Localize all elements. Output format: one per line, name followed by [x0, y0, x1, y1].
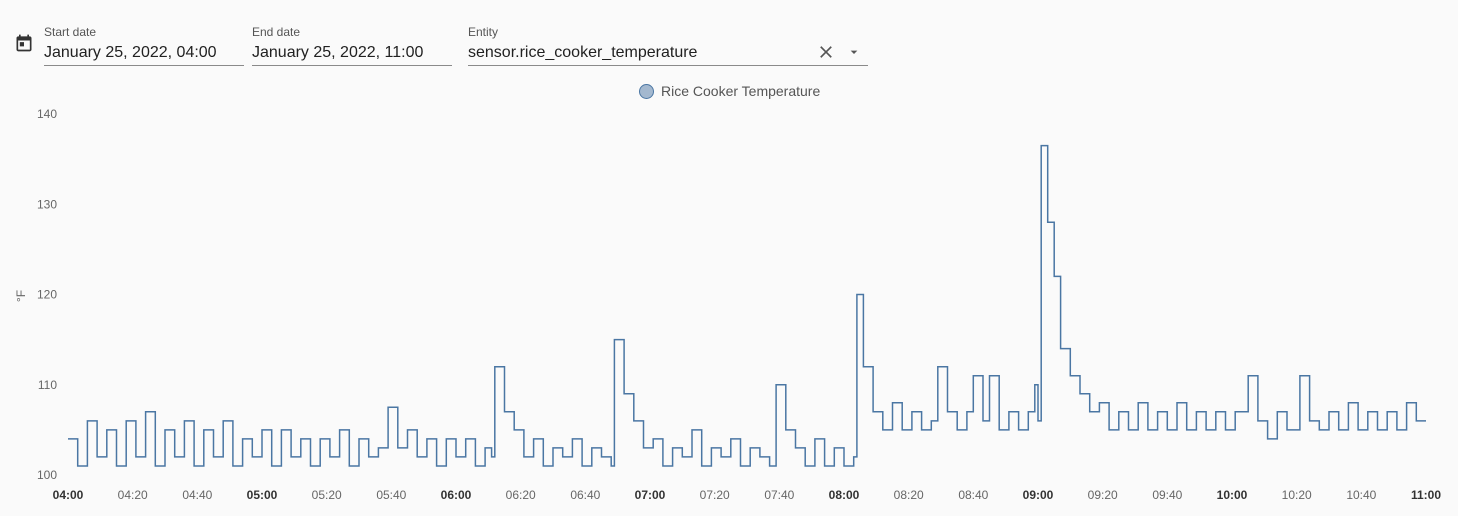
series-line [68, 144, 1426, 467]
x-tick-label: 07:00 [635, 488, 666, 502]
x-tick-label: 08:00 [829, 488, 860, 502]
y-tick-label: 100 [37, 468, 57, 482]
x-tick-label: 05:20 [312, 488, 342, 502]
x-tick-label: 05:00 [247, 488, 278, 502]
entity-value: sensor.rice_cooker_temperature [468, 44, 698, 61]
y-tick-label: 120 [37, 288, 57, 302]
close-icon[interactable] [816, 42, 836, 62]
x-tick-label: 05:40 [376, 488, 406, 502]
chevron-down-icon[interactable] [846, 44, 862, 60]
start-date-label: Start date [44, 25, 97, 39]
calendar-icon[interactable] [14, 33, 34, 53]
x-tick-label: 08:20 [894, 488, 924, 502]
x-tick-label: 04:40 [182, 488, 212, 502]
x-tick-label: 06:40 [570, 488, 600, 502]
x-tick-label: 04:20 [118, 488, 148, 502]
entity-label: Entity [468, 25, 499, 39]
x-tick-label: 06:20 [506, 488, 536, 502]
end-date-label: End date [252, 25, 301, 39]
x-tick-label: 04:00 [53, 488, 84, 502]
end-date-value: January 25, 2022, 11:00 [252, 44, 424, 61]
x-tick-label: 06:00 [441, 488, 472, 502]
y-tick-label: 110 [38, 378, 57, 392]
start-date-field[interactable]: Start date January 25, 2022, 04:00 [44, 24, 244, 66]
y-axis-label: °F [14, 290, 28, 302]
x-tick-label: 07:20 [700, 488, 730, 502]
x-tick-label: 09:00 [1023, 488, 1054, 502]
x-tick-label: 10:40 [1346, 488, 1376, 502]
legend-item[interactable]: Rice Cooker Temperature [639, 83, 820, 99]
y-tick-label: 130 [37, 197, 57, 211]
legend-swatch [639, 83, 654, 99]
x-tick-label: 11:00 [1411, 488, 1441, 502]
x-tick-label: 08:40 [958, 488, 988, 502]
entity-field[interactable]: Entity sensor.rice_cooker_temperature [468, 24, 868, 66]
end-date-field[interactable]: End date January 25, 2022, 11:00 [252, 24, 452, 66]
start-date-value: January 25, 2022, 04:00 [44, 44, 217, 61]
x-tick-label: 09:40 [1152, 488, 1182, 502]
x-tick-label: 09:20 [1088, 488, 1118, 502]
x-tick-label: 10:20 [1282, 488, 1312, 502]
y-tick-label: 140 [37, 107, 57, 121]
x-tick-label: 10:00 [1217, 488, 1248, 502]
legend-label: Rice Cooker Temperature [661, 83, 821, 99]
x-tick-label: 07:40 [764, 488, 794, 502]
